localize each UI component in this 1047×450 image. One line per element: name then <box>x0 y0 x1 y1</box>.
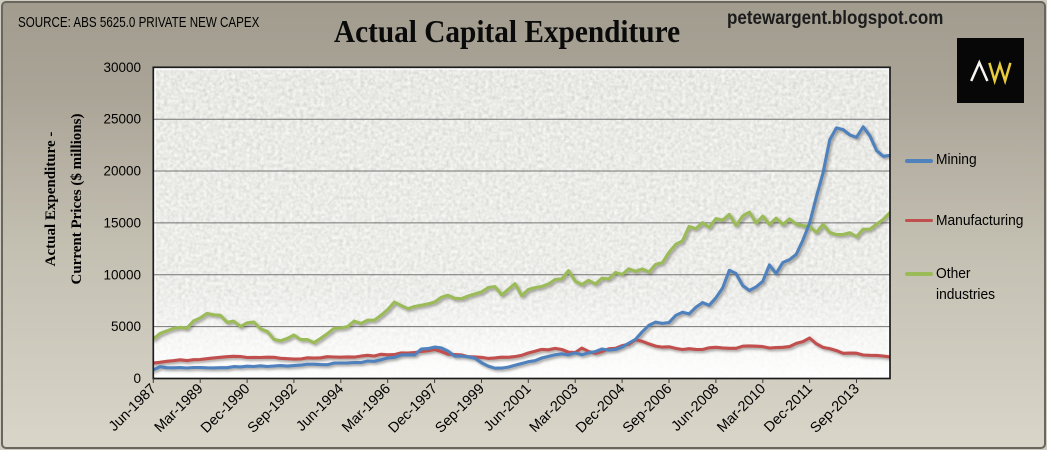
svg-text:10000: 10000 <box>103 267 141 282</box>
svg-text:Dec-2004: Dec-2004 <box>573 381 628 436</box>
svg-text:Dec-2011: Dec-2011 <box>761 381 816 436</box>
svg-text:Mar-1989: Mar-1989 <box>152 381 207 436</box>
svg-text:Dec-1990: Dec-1990 <box>198 381 253 436</box>
svg-text:15000: 15000 <box>103 215 141 230</box>
svg-text:Sep-2006: Sep-2006 <box>620 381 675 436</box>
svg-text:Mar-1996: Mar-1996 <box>339 381 394 436</box>
svg-text:Mar-2003: Mar-2003 <box>527 381 582 436</box>
svg-text:Jun-2008: Jun-2008 <box>668 381 722 435</box>
svg-text:20000: 20000 <box>103 164 141 179</box>
svg-text:5000: 5000 <box>111 319 141 334</box>
svg-text:25000: 25000 <box>103 112 141 127</box>
svg-text:Dec-1997: Dec-1997 <box>385 381 440 436</box>
svg-text:Sep-1992: Sep-1992 <box>245 381 300 436</box>
svg-text:Jun-1987: Jun-1987 <box>106 381 160 435</box>
svg-text:Sep-1999: Sep-1999 <box>432 381 487 436</box>
svg-text:Mar-2010: Mar-2010 <box>714 381 769 436</box>
svg-text:0: 0 <box>133 371 141 386</box>
svg-text:Jun-1994: Jun-1994 <box>293 381 347 435</box>
svg-text:Jun-2001: Jun-2001 <box>481 381 535 435</box>
svg-text:30000: 30000 <box>103 60 141 75</box>
svg-text:Sep-2013: Sep-2013 <box>807 381 862 436</box>
